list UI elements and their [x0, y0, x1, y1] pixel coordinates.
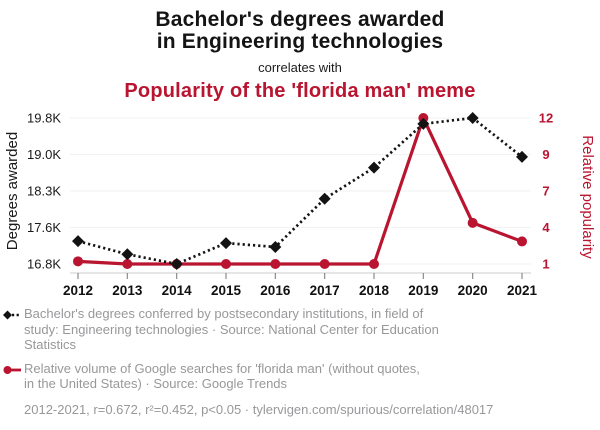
- florida-man-point-2016: [270, 259, 281, 269]
- degrees-point-2015: [220, 237, 232, 250]
- legend: Bachelor's degrees conferred by postseco…: [0, 300, 600, 417]
- degrees-point-2018: [368, 161, 380, 174]
- red-circle-solid-line-icon: [3, 365, 21, 374]
- x-axis-label: 2018: [359, 283, 390, 298]
- florida-man-point-2013: [122, 259, 133, 269]
- legend-text-degrees: Bachelor's degrees conferred by postseco…: [24, 306, 439, 353]
- florida-man-point-2015: [221, 259, 231, 269]
- x-axis-label: 2012: [63, 283, 93, 298]
- subtitle: Popularity of the 'florida man' meme: [124, 80, 476, 102]
- degrees-point-2019: [417, 117, 430, 130]
- degrees-point-2012: [72, 235, 84, 248]
- x-axis-label: 2017: [310, 283, 340, 298]
- florida-man-point-2018: [369, 259, 379, 269]
- x-axis-label: 2021: [507, 283, 538, 298]
- legend-line: in the United States) · Source: Google T…: [24, 376, 288, 391]
- legend-line: Bachelor's degrees conferred by postseco…: [24, 306, 424, 321]
- florida-man-point-2017: [319, 259, 330, 269]
- black-diamond-dotted-line-icon: [3, 310, 21, 320]
- left-axis-tick: 16.8K: [27, 257, 61, 272]
- chart-canvas: 19.8K 12 19.0K 9 18.3K 7 17.6K 4 16.8K 1 2012 2013 2…: [27, 111, 553, 299]
- left-axis-tick: 19.0K: [27, 147, 61, 162]
- x-axis-label: 2016: [260, 283, 291, 298]
- degrees-point-2014: [170, 258, 183, 270]
- degrees-point-2021: [516, 150, 528, 163]
- degrees-point-2017: [318, 192, 331, 205]
- right-axis-tick: 4: [542, 220, 550, 235]
- left-axis-title: Degrees awarded: [4, 131, 21, 251]
- left-axis-tick: 19.8K: [27, 111, 61, 126]
- legend-text-florida-man: Relative volume of Google searches for '…: [24, 361, 420, 392]
- legend-line: Statistics: [24, 337, 77, 352]
- x-axis-label: 2019: [408, 283, 438, 298]
- correlates-with-text: correlates with: [258, 60, 342, 75]
- right-axis-tick: 9: [542, 147, 549, 162]
- left-axis-tick: 17.6K: [27, 220, 61, 235]
- florida-man-point-2021: [517, 236, 527, 247]
- florida-man-point-2012: [73, 256, 83, 267]
- x-axis-label: 2014: [162, 283, 193, 298]
- degrees-series-line: [77, 116, 523, 266]
- title-line-2: in Engineering technologies: [156, 30, 444, 53]
- legend-item-degrees: Bachelor's degrees conferred by postseco…: [3, 306, 590, 353]
- right-axis-tick: 12: [539, 111, 553, 126]
- x-axis-label: 2015: [211, 283, 242, 298]
- right-axis-tick: 7: [542, 184, 549, 199]
- right-axis-title: Relative popularity: [579, 135, 596, 259]
- legend-line: Relative volume of Google searches for '…: [24, 360, 420, 376]
- degrees-point-2016: [269, 240, 282, 253]
- title-line-1: Bachelor's degrees awarded: [155, 8, 445, 31]
- left-axis-tick: 18.3K: [27, 184, 61, 199]
- degrees-point-2013: [121, 248, 134, 261]
- page-title: Bachelor's degrees awarded in Engineerin…: [0, 9, 600, 53]
- x-axis-label: 2020: [458, 283, 488, 298]
- right-axis-tick: 1: [542, 257, 549, 272]
- x-axis-label: 2013: [112, 283, 143, 298]
- stats-citation: 2012-2021, r=0.672, r²=0.452, p<0.05 · t…: [24, 401, 494, 417]
- florida-man-point-2020: [467, 217, 478, 228]
- degrees-point-2020: [466, 112, 479, 124]
- legend-line: study: Engineering technologies · Source…: [24, 321, 439, 337]
- chart-area: 19.8K 12 19.0K 9 18.3K 7 17.6K 4 16.8K 1 2012 2013 2…: [0, 100, 600, 300]
- legend-item-florida-man: Relative volume of Google searches for '…: [3, 361, 590, 392]
- florida-man-series-line: [77, 113, 523, 266]
- header: Bachelor's degrees awarded in Engineerin…: [0, 0, 600, 103]
